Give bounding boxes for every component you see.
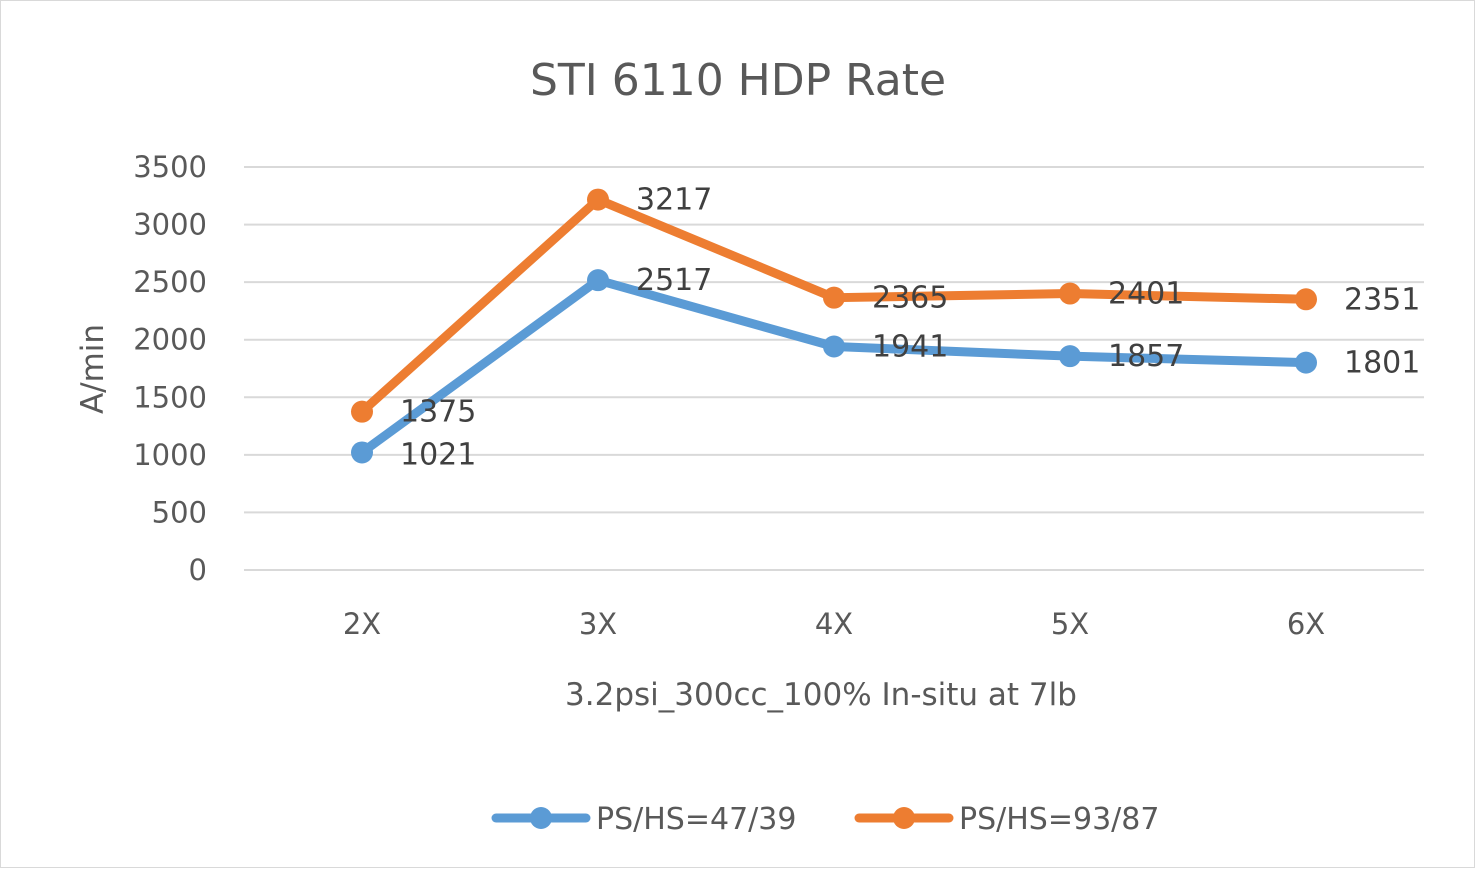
data-label: 1941 [872, 330, 948, 365]
data-label: 2517 [636, 263, 712, 298]
y-tick-label: 0 [189, 553, 207, 587]
y-tick-label: 500 [152, 495, 207, 529]
legend-label: PS/HS=93/87 [959, 802, 1159, 837]
x-axis-title: 3.2psi_300cc_100% In-situ at 7lb [565, 677, 1077, 713]
series-1 [351, 269, 1317, 464]
data-point [823, 335, 845, 358]
data-point [823, 286, 845, 309]
y-tick-labels: 0 500 1000 1500 2000 2500 3000 3500 [133, 150, 207, 587]
legend-marker [893, 807, 915, 829]
y-tick-label: 2500 [133, 265, 207, 299]
series-2 [351, 188, 1317, 423]
data-labels: 1021 2517 1941 1857 1801 1375 3217 2365 2401 2351 [400, 183, 1420, 473]
x-tick-label: 5X [1051, 607, 1089, 641]
y-tick-label: 3500 [133, 150, 207, 184]
legend-marker [530, 807, 552, 829]
x-tick-label: 2X [343, 607, 381, 641]
legend-label: PS/HS=47/39 [596, 802, 796, 837]
x-tick-label: 3X [579, 607, 617, 641]
data-point [351, 400, 373, 423]
data-label: 1375 [400, 395, 476, 430]
data-label: 3217 [636, 183, 712, 218]
x-tick-label: 4X [815, 607, 853, 641]
y-axis-title: A/min [75, 324, 111, 414]
data-point [1295, 351, 1317, 374]
chart-title: STI 6110 HDP Rate [530, 55, 946, 106]
data-point [587, 269, 609, 292]
data-label: 1021 [400, 437, 476, 472]
data-point [1295, 288, 1317, 311]
data-label: 1801 [1344, 346, 1420, 381]
gridlines [244, 166, 1424, 571]
y-tick-label: 1000 [133, 438, 207, 472]
data-label: 1857 [1108, 339, 1184, 374]
y-tick-label: 3000 [133, 208, 207, 242]
data-label: 2401 [1108, 277, 1184, 312]
y-tick-label: 2000 [133, 323, 207, 357]
data-point [351, 441, 373, 464]
data-point [1059, 282, 1081, 305]
x-tick-label: 6X [1287, 607, 1325, 641]
data-label: 2365 [872, 281, 948, 316]
legend-item: PS/HS=93/87 [854, 802, 1159, 837]
data-point [587, 188, 609, 211]
y-tick-label: 1500 [133, 380, 207, 414]
x-tick-labels: 2X 3X 4X 5X 6X [343, 607, 1325, 641]
data-point [1059, 345, 1081, 368]
data-label: 2351 [1344, 282, 1420, 317]
legend-item: PS/HS=47/39 [491, 802, 796, 837]
series-lines [351, 188, 1317, 464]
legend: PS/HS=47/39 PS/HS=93/87 [491, 802, 1159, 837]
